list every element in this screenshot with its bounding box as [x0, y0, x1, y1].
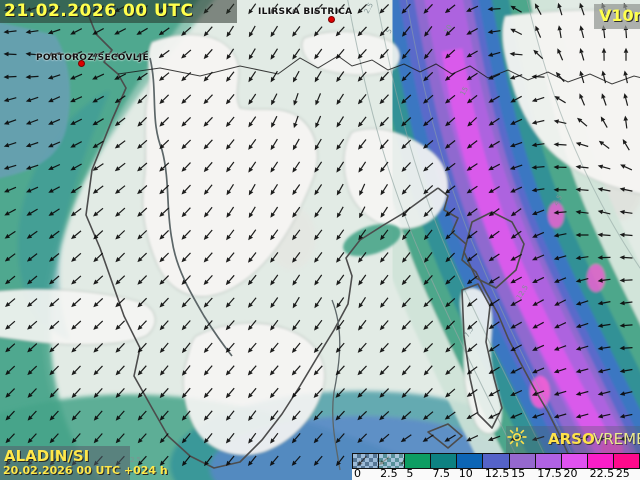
- colorbar-tick-label: 17.5: [537, 467, 562, 480]
- colorbar-tick-label: 7.5: [432, 467, 451, 480]
- border-line: [117, 55, 640, 85]
- band-bora-jet: [321, 0, 640, 480]
- station-label: PORTOROZ/SECOVLJE: [36, 53, 149, 63]
- wind-speed-colorbar: [352, 453, 640, 469]
- colorbar-cell: [587, 454, 614, 468]
- colorbar-cell: [379, 454, 406, 468]
- run-datetime-label: 21.02.2026 00 UTC: [4, 1, 194, 21]
- band-gulf-blue: [0, 22, 71, 179]
- colorbar-cell: [535, 454, 562, 468]
- contour-label: 15: [459, 85, 470, 97]
- colorbar-cell: [561, 454, 588, 468]
- branding-box: ARSO VREME: [506, 426, 640, 453]
- colorbar-tick-label: 12.5: [484, 467, 510, 480]
- colorbar-tick-label: 25: [615, 467, 630, 480]
- coastline: [85, 13, 579, 480]
- colorbar-tick-label: 10: [458, 467, 473, 480]
- valid-time: 20.02.2026 00 UTC +024 h: [3, 464, 168, 477]
- field-box: V10m: [594, 4, 640, 29]
- colorbar-tick-label: 5: [406, 467, 414, 480]
- colorbar-labels: 0 2.5 5 7.5 10 12.5 15 17.5 20 22.5 25: [352, 467, 640, 480]
- agency-label: ARSO: [548, 430, 595, 448]
- sun-icon: [507, 427, 527, 447]
- field-label: V10m: [599, 6, 640, 25]
- colorbar-tick-label: 2.5: [380, 467, 398, 480]
- colorbar-cell: [405, 454, 432, 468]
- colorbar-tick-label: 0: [354, 467, 361, 480]
- colorbar-cell: [457, 454, 484, 468]
- contour-label: 2.5: [130, 456, 141, 464]
- colorbar-cell: [431, 454, 458, 468]
- contour-label: 10: [443, 23, 454, 35]
- colorbar-cell: [613, 454, 640, 468]
- colorbar-cell: [353, 454, 380, 468]
- colorbar-cell: [509, 454, 536, 468]
- model-info-box: ALADIN/SI 20.02.2026 00 UTC +024 h: [0, 446, 168, 480]
- contour-label: 5: [385, 27, 394, 35]
- station-label: ILIRSKA BISTRICA: [258, 7, 353, 17]
- product-label: VREME: [593, 430, 640, 448]
- band-calm-white: [0, 9, 640, 456]
- colorbar-tick-label: 22.5: [589, 467, 615, 480]
- colorbar-cell: [483, 454, 510, 468]
- station-marker-dot: [78, 60, 85, 67]
- colorbar-tick-label: 20: [563, 467, 578, 480]
- run-datetime-box: 21.02.2026 00 UTC: [0, 0, 237, 23]
- station-marker-dot: [328, 16, 335, 23]
- colorbar-tick-label: 15: [511, 467, 526, 480]
- model-name: ALADIN/SI: [4, 447, 90, 465]
